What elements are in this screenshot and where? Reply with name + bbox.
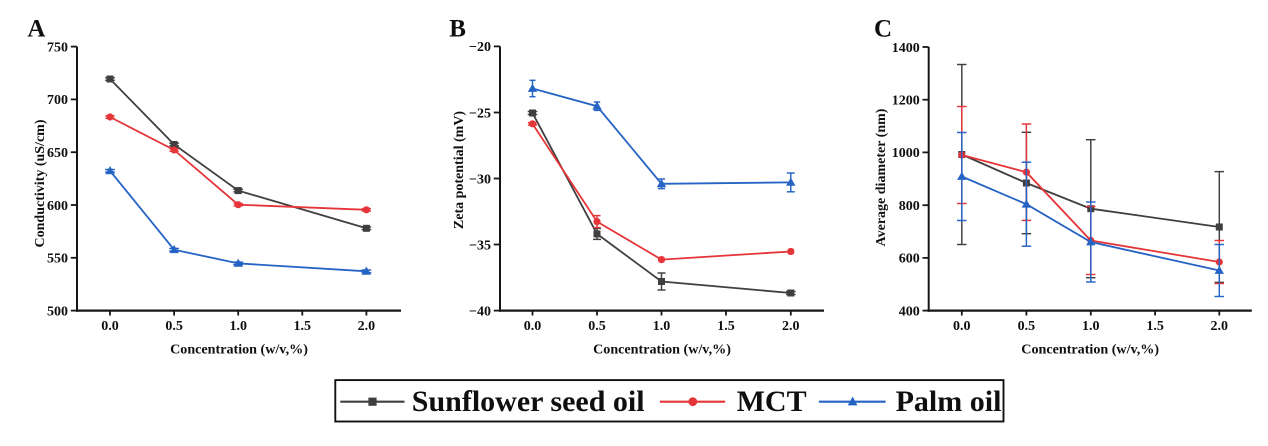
svg-text:800: 800 [899,199,920,214]
svg-text:−30: −30 [469,172,491,187]
svg-text:Conductivity (uS/cm): Conductivity (uS/cm) [33,119,48,247]
svg-text:C: C [874,15,892,42]
svg-text:1.5: 1.5 [717,319,735,334]
svg-text:0.0: 0.0 [101,319,119,334]
svg-text:0.5: 0.5 [165,319,183,334]
svg-text:400: 400 [899,304,920,319]
svg-text:−25: −25 [469,106,491,121]
svg-text:500: 500 [47,304,68,319]
svg-text:1.5: 1.5 [294,319,312,334]
svg-text:1.0: 1.0 [1082,319,1100,334]
svg-text:B: B [449,15,466,42]
svg-text:−35: −35 [469,238,491,253]
svg-text:A: A [27,15,45,42]
svg-text:1.0: 1.0 [653,319,671,334]
svg-text:650: 650 [47,146,68,161]
svg-text:0.0: 0.0 [953,319,971,334]
svg-text:Zeta potential (mV): Zeta potential (mV) [452,111,467,230]
svg-text:1.5: 1.5 [1146,319,1164,334]
svg-text:2.0: 2.0 [782,319,800,334]
svg-text:550: 550 [47,252,68,267]
svg-text:Average diameter (nm): Average diameter (nm) [874,108,889,246]
svg-text:0.0: 0.0 [524,319,542,334]
svg-text:1400: 1400 [892,41,920,56]
svg-text:2.0: 2.0 [358,319,376,334]
svg-text:0.5: 0.5 [1018,319,1036,334]
svg-text:2.0: 2.0 [1211,319,1229,334]
svg-text:MCT: MCT [737,385,807,418]
svg-text:Concentration (w/v,%): Concentration (w/v,%) [170,341,308,357]
svg-text:1.0: 1.0 [229,319,247,334]
svg-text:Palm oil: Palm oil [896,385,1002,418]
svg-text:−20: −20 [469,40,491,55]
svg-text:1200: 1200 [892,94,920,109]
svg-text:Sunflower seed oil: Sunflower seed oil [412,385,645,418]
svg-text:−40: −40 [469,304,491,319]
svg-text:600: 600 [899,252,920,267]
svg-text:1000: 1000 [892,146,920,161]
svg-text:0.5: 0.5 [588,319,606,334]
svg-text:Concentration (w/v,%): Concentration (w/v,%) [1021,341,1159,357]
svg-text:750: 750 [47,40,68,55]
svg-text:600: 600 [47,199,68,214]
svg-text:Concentration (w/v,%): Concentration (w/v,%) [593,341,731,357]
svg-text:700: 700 [47,93,68,108]
